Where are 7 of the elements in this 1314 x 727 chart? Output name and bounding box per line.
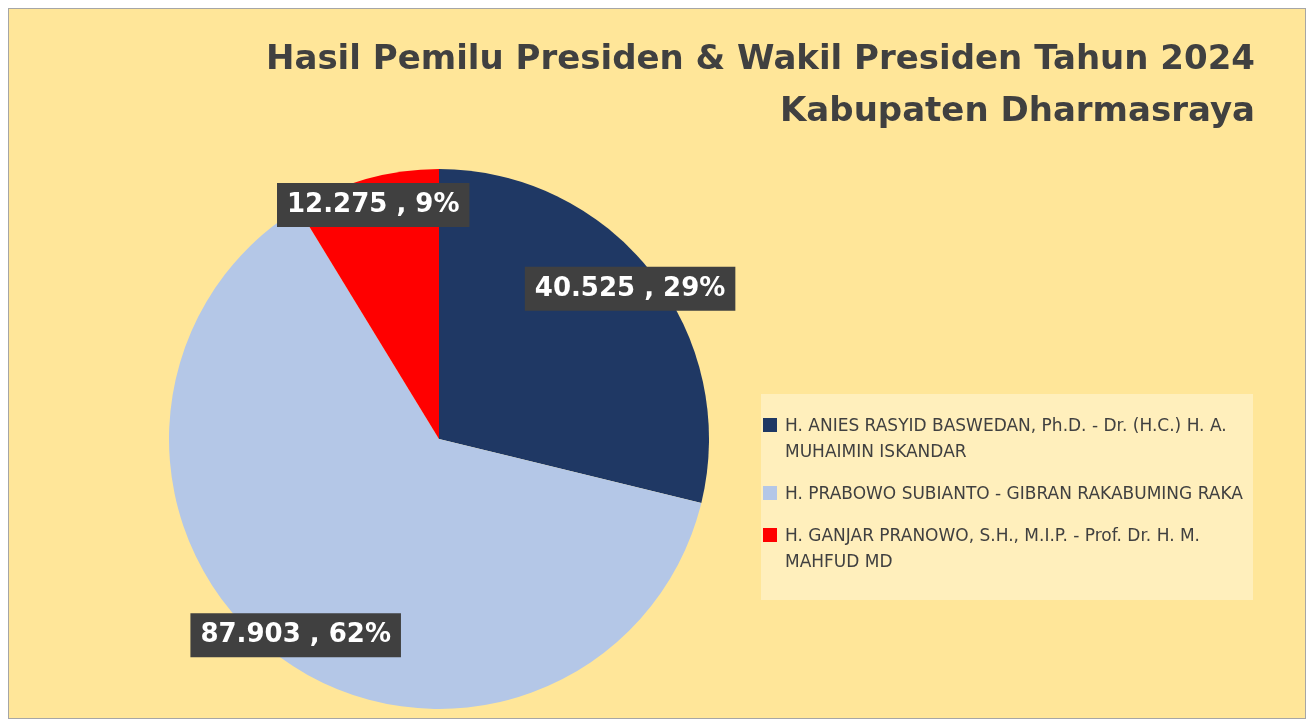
data-label: 12.275 , 9% [287, 187, 460, 218]
data-label: 87.903 , 62% [200, 617, 391, 648]
legend-label: H. ANIES RASYID BASWEDAN, Ph.D. - Dr. (H.C.) H. A. MUHAIMIN ISKANDAR [785, 414, 1228, 463]
chart-title: Hasil Pemilu Presiden & Wakil Presiden Tahun 2024 Kabupaten Dharmasraya [265, 36, 1255, 131]
legend-label: H. GANJAR PRANOWO, S.H., M.I.P. - Prof. Dr. H. M. MAHFUD MD [785, 524, 1201, 573]
data-label: 40.525 , 29% [534, 271, 726, 302]
legend-label: H. PRABOWO SUBIANTO - GIBRAN RAKABUMING RAKA [785, 482, 1243, 505]
